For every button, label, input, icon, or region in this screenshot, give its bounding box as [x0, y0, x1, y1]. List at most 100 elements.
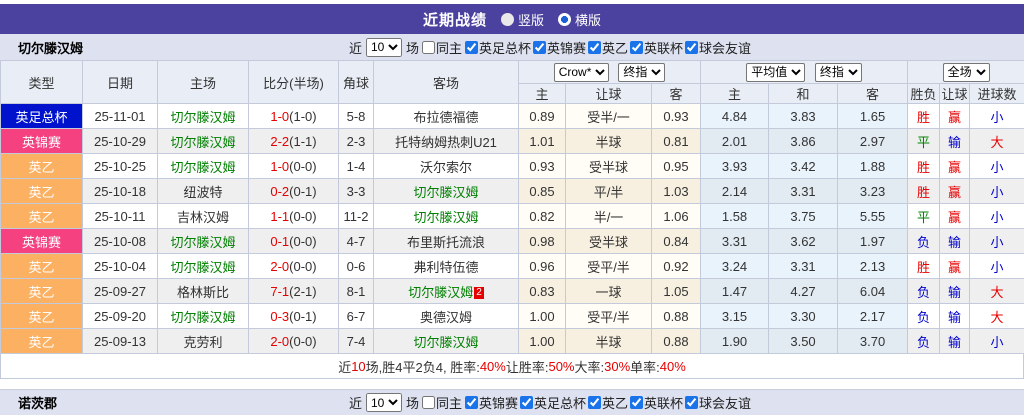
cell-date: 25-11-01: [83, 104, 158, 129]
avg-period-select[interactable]: 终指: [815, 63, 862, 82]
cell-score[interactable]: 0-2(0-1): [249, 179, 339, 204]
cell-home[interactable]: 切尔滕汉姆: [158, 304, 249, 329]
cell-avg-away: 5.55: [838, 204, 908, 229]
league-filter-checkbox[interactable]: 英联杯: [628, 38, 683, 57]
cell-home[interactable]: 切尔滕汉姆: [158, 104, 249, 129]
summary-text: 单率:: [630, 357, 660, 376]
same-home-checkbox[interactable]: 同主: [420, 38, 462, 57]
league-label: 英联杯: [644, 38, 683, 57]
cell-score[interactable]: 2-0(0-0): [249, 254, 339, 279]
cell-away[interactable]: 弗利特伍德: [374, 254, 519, 279]
next-match-count-select[interactable]: 10: [366, 393, 402, 412]
scope-select[interactable]: 全场: [943, 63, 990, 82]
cell-home[interactable]: 克劳利: [158, 329, 249, 354]
cell-score[interactable]: 1-0(0-0): [249, 154, 339, 179]
league-checkbox-input[interactable]: [588, 41, 601, 54]
cell-score[interactable]: 7-1(2-1): [249, 279, 339, 304]
league-filter-checkbox[interactable]: 英锦赛: [531, 38, 586, 57]
away-team-name: 沃尔索尔: [420, 160, 472, 175]
cell-odds-away: 1.06: [652, 204, 701, 229]
cell-score[interactable]: 2-0(0-0): [249, 329, 339, 354]
cell-type: 英乙: [1, 279, 83, 304]
cell-odds-handicap: 半球: [566, 329, 652, 354]
league-filter-checkbox[interactable]: 英乙: [586, 393, 628, 412]
cell-odds-home: 0.89: [519, 104, 566, 129]
league-filter-checkbox[interactable]: 英锦赛: [463, 393, 518, 412]
match-count-select[interactable]: 10: [366, 38, 402, 57]
cell-home[interactable]: 切尔滕汉姆: [158, 229, 249, 254]
radio-horizontal-icon[interactable]: [558, 13, 571, 26]
same-home-checkbox-input[interactable]: [422, 41, 435, 54]
cell-odds-away: 0.81: [652, 129, 701, 154]
cell-odds-away: 0.92: [652, 254, 701, 279]
odds-source-select[interactable]: Crow*: [554, 63, 609, 82]
cell-score[interactable]: 2-2(1-1): [249, 129, 339, 154]
cell-type: 英乙: [1, 254, 83, 279]
league-checkbox-input[interactable]: [630, 41, 643, 54]
cell-avg-home: 3.31: [701, 229, 769, 254]
cell-score[interactable]: 0-3(0-1): [249, 304, 339, 329]
cell-home[interactable]: 格林斯比: [158, 279, 249, 304]
halftime-score: (1-1): [289, 134, 316, 149]
next-same-home-checkbox[interactable]: 同主: [420, 393, 462, 412]
league-filter-checkbox[interactable]: 英足总杯: [518, 393, 586, 412]
cell-score[interactable]: 1-1(0-0): [249, 204, 339, 229]
cell-away[interactable]: 沃尔索尔: [374, 154, 519, 179]
league-checkbox-input[interactable]: [533, 41, 546, 54]
cell-home[interactable]: 切尔滕汉姆: [158, 154, 249, 179]
cell-avg-away: 2.13: [838, 254, 908, 279]
cell-away[interactable]: 切尔滕汉姆: [374, 179, 519, 204]
cell-avg-away: 3.23: [838, 179, 908, 204]
league-filter-checkbox[interactable]: 球会友谊: [683, 38, 751, 57]
league-checkbox-input[interactable]: [465, 41, 478, 54]
next-league-filter-list: 英锦赛英足总杯英乙英联杯球会友谊: [463, 393, 751, 412]
cell-away[interactable]: 切尔滕汉姆: [374, 204, 519, 229]
radio-vertical-layout[interactable]: 竖版: [501, 10, 544, 29]
summary-stat-value: 40%: [480, 359, 506, 374]
cell-away[interactable]: 托特纳姆热刺U21: [374, 129, 519, 154]
team-filter-bar: 切尔滕汉姆 近 10 场 同主 英足总杯英锦赛英乙英联杯球会友谊: [0, 34, 1024, 60]
cell-home[interactable]: 纽波特: [158, 179, 249, 204]
league-filter-checkbox[interactable]: 球会友谊: [683, 393, 751, 412]
cell-away[interactable]: 切尔滕汉姆: [374, 329, 519, 354]
cell-corner: 2-3: [339, 129, 374, 154]
league-filter-checkbox[interactable]: 英乙: [586, 38, 628, 57]
fulltime-score: 1-1: [270, 209, 289, 224]
league-filter-checkbox[interactable]: 英足总杯: [463, 38, 531, 57]
league-checkbox-input[interactable]: [685, 396, 698, 409]
cell-score[interactable]: 1-0(1-0): [249, 104, 339, 129]
radio-vertical-icon[interactable]: [501, 13, 514, 26]
league-checkbox-input[interactable]: [465, 396, 478, 409]
league-checkbox-input[interactable]: [630, 396, 643, 409]
fulltime-score: 0-3: [270, 309, 289, 324]
cell-odds-handicap: 平/半: [566, 179, 652, 204]
summary-text: 让胜率:: [506, 357, 549, 376]
cell-home[interactable]: 切尔滕汉姆: [158, 129, 249, 154]
league-filter-checkbox[interactable]: 英联杯: [628, 393, 683, 412]
league-checkbox-input[interactable]: [588, 396, 601, 409]
cell-home[interactable]: 切尔滕汉姆: [158, 254, 249, 279]
cell-score[interactable]: 0-1(0-0): [249, 229, 339, 254]
cell-corner: 6-7: [339, 304, 374, 329]
avg-source-select[interactable]: 平均值: [746, 63, 805, 82]
red-card-badge: 2: [474, 287, 484, 299]
cell-away[interactable]: 布拉德福德: [374, 104, 519, 129]
cell-home[interactable]: 吉林汉姆: [158, 204, 249, 229]
cell-type: 英乙: [1, 329, 83, 354]
radio-horizontal-layout[interactable]: 横版: [558, 10, 601, 29]
fulltime-score: 1-0: [270, 159, 289, 174]
cell-away[interactable]: 布里斯托流浪: [374, 229, 519, 254]
cell-type: 英乙: [1, 154, 83, 179]
odds-period-select[interactable]: 终指: [618, 63, 665, 82]
next-same-home-checkbox-input[interactable]: [422, 396, 435, 409]
cell-avg-draw: 4.27: [769, 279, 838, 304]
league-checkbox-input[interactable]: [685, 41, 698, 54]
sub-header-odds-handicap: 让球: [566, 84, 652, 104]
summary-stat-value: 50%: [548, 359, 574, 374]
league-checkbox-input[interactable]: [520, 396, 533, 409]
away-team-name: 托特纳姆热刺U21: [395, 135, 497, 150]
cell-away[interactable]: 奥德汉姆: [374, 304, 519, 329]
cell-avg-home: 1.58: [701, 204, 769, 229]
